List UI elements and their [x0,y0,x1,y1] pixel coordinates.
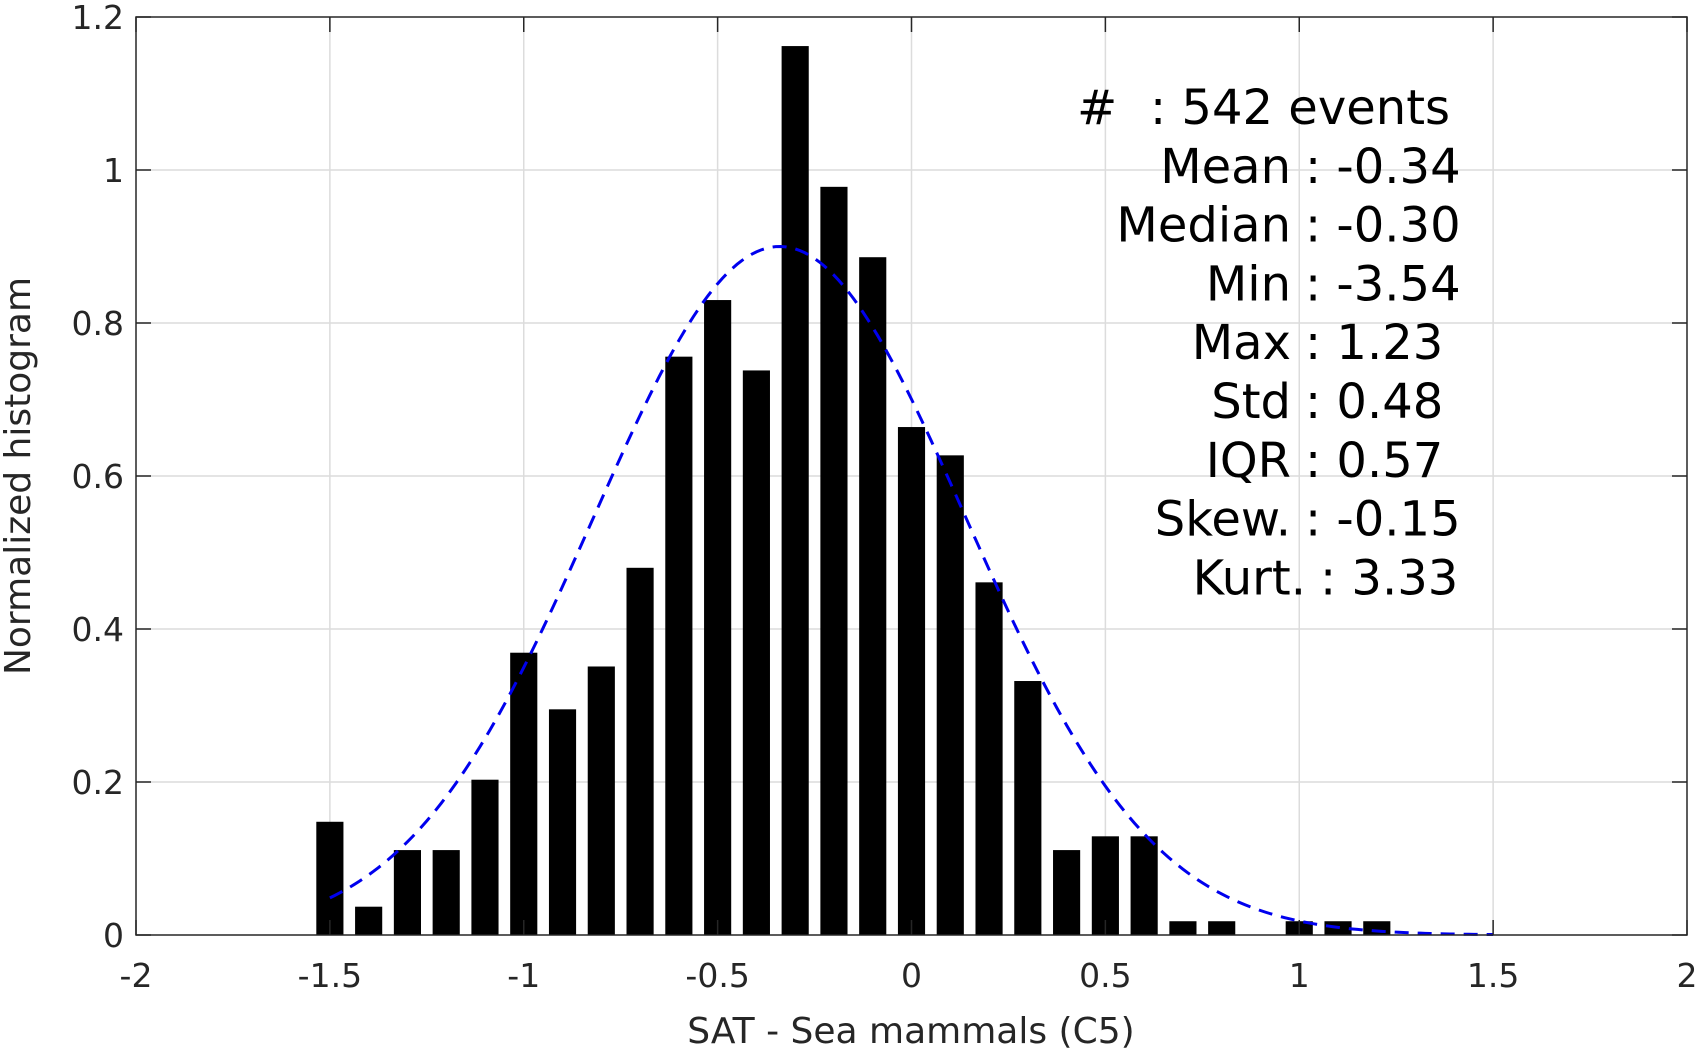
x-tick-label: -2 [120,956,153,995]
histogram-bar [704,300,732,935]
y-axis-label: Normalized histogram [0,277,39,675]
y-tick-label: 1.2 [72,0,124,37]
stat-label: Std [1211,374,1291,430]
stat-row: Median: -0.30 [1116,198,1460,254]
stat-label: Min [1206,256,1291,312]
y-tick-label: 0.2 [72,763,124,802]
stat-label: Skew. [1155,492,1291,548]
stat-label: IQR [1206,433,1291,489]
x-tick-label: -1.5 [298,956,362,995]
normal-fit-line [329,245,1494,937]
histogram-bar [355,906,383,935]
histogram-bar [1014,681,1042,935]
histogram-bar [936,455,964,935]
histogram-bar [626,567,654,935]
histogram-bar [587,666,615,935]
y-tick-label: 1 [103,151,124,190]
stat-value: : -0.34 [1305,139,1461,195]
stat-value: : -0.30 [1305,198,1461,254]
histogram-bar [548,709,577,935]
histogram-bar [316,821,344,935]
x-tick-labels: -2 -1.5 -1 -0.5 0 0.5 1 1.5 2 [120,956,1698,995]
stat-value: : 3.33 [1320,550,1458,606]
stat-row: Mean: -0.34 [1160,139,1460,195]
stat-value: : 1.23 [1305,315,1443,371]
x-tick-label: 2 [1677,956,1698,995]
histogram-bar [820,186,848,935]
axes [135,16,1688,936]
stat-row: Std: 0.48 [1211,374,1443,430]
x-tick-label: -1 [507,956,540,995]
histogram-bar [897,427,926,935]
x-tick-label: 1 [1289,956,1310,995]
histogram-bars [316,46,1391,936]
stat-row: IQR: 0.57 [1206,433,1444,489]
y-tick-labels: 0 0.2 0.4 0.6 0.8 1 1.2 [72,0,124,955]
histogram-bar [510,652,538,935]
stat-label: Max [1192,315,1291,371]
stat-label: Kurt. [1193,550,1306,606]
histogram-bar [1363,921,1391,935]
y-tick-label: 0.8 [72,304,124,343]
histogram-bar [1208,921,1236,935]
x-axis-label: SAT - Sea mammals (C5) [687,1011,1134,1052]
x-tick-label: 0.5 [1079,956,1131,995]
histogram-bar [1130,836,1158,935]
histogram-bar [1091,836,1119,935]
histogram-bar [1053,850,1081,935]
normal-fit-curve [329,245,1494,937]
histogram-bar [975,582,1003,935]
stat-row: Min: -3.54 [1206,256,1461,312]
stat-row: Skew.: -0.15 [1155,492,1461,548]
stat-row: Max: 1.23 [1192,315,1444,371]
x-tick-label: 0 [901,956,922,995]
histogram-bar [781,46,809,935]
histogram-bar [665,356,693,935]
stat-label: Median [1116,198,1291,254]
y-tick-label: 0.6 [72,457,124,496]
stat-value: : 542 events [1150,80,1450,136]
histogram-bar [432,850,460,935]
x-tick-label: 1.5 [1467,956,1519,995]
histogram-bar [1169,921,1197,935]
stat-row: # : 542 events [1077,80,1450,136]
histogram-bar [859,257,887,936]
stat-row: Kurt.: 3.33 [1193,550,1459,606]
stat-value: : -3.54 [1305,256,1461,312]
y-tick-label: 0 [103,916,124,955]
histogram-bar [742,370,770,935]
stat-label: Mean [1160,139,1291,195]
stat-label: # [1077,80,1117,136]
stat-value: : 0.57 [1305,433,1443,489]
x-tick-label: -0.5 [685,956,749,995]
histogram-bar [393,850,421,935]
y-tick-label: 0.4 [72,610,124,649]
histogram-bar [471,779,499,935]
stat-value: : 0.48 [1305,374,1443,430]
stat-value: : -0.15 [1305,492,1461,548]
